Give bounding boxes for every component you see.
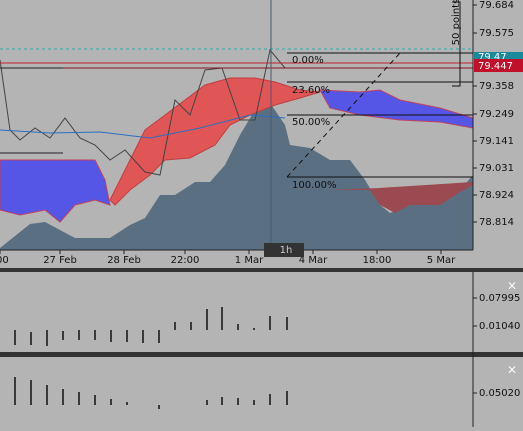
price-label: 78.924: [479, 190, 514, 201]
timeframe-box: [264, 243, 304, 257]
time-label: 00: [0, 255, 9, 266]
fib-label: 100.00%: [292, 180, 337, 191]
kijun-line: [0, 114, 286, 139]
cloud-bull: [330, 182, 473, 213]
ruler-label: 50 points: [451, 0, 462, 45]
time-label: 18:00: [363, 255, 392, 266]
fibonacci: [286, 52, 473, 178]
time-label: 5 Mar: [427, 255, 456, 266]
ruler: [452, 1, 461, 87]
price-label: 79.141: [479, 136, 514, 147]
dark-area: [0, 100, 473, 250]
price-tag-label: 79.47: [478, 52, 507, 63]
time-label: 1 Mar: [235, 255, 264, 266]
price-label: 79.575: [479, 28, 514, 39]
fib-label: 0.00%: [292, 55, 324, 66]
price-tag: [474, 52, 523, 61]
price-label: 78.814: [479, 217, 514, 228]
separator: [0, 268, 523, 272]
timeframe: 1h: [280, 245, 293, 256]
price-label: 79.684: [479, 0, 514, 11]
cloud-bear: [0, 159, 111, 223]
price-label: 79.358: [479, 81, 514, 92]
fib-label: 50.00%: [292, 117, 330, 128]
cloud-bull: [109, 77, 321, 206]
close-button[interactable]: ×: [507, 279, 517, 293]
price-tag-label: 79.447: [478, 61, 513, 72]
indicator-label: 0.05020: [479, 388, 520, 399]
close-button[interactable]: ×: [507, 363, 517, 377]
time-label: 4 Mar: [299, 255, 328, 266]
indicator-label: 0.07995: [479, 293, 520, 304]
price-tag: [474, 59, 523, 72]
histogram: [14, 307, 288, 409]
indicator-label: 0.01040: [479, 321, 520, 332]
separator: [0, 352, 523, 357]
price-line: [0, 48, 286, 176]
fib-label: 23.60%: [292, 85, 330, 96]
price-label: 79.249: [479, 109, 514, 120]
time-label: 28 Feb: [107, 255, 141, 266]
price-label: 79.031: [479, 163, 514, 174]
time-label: 22:00: [171, 255, 200, 266]
time-label: 27 Feb: [43, 255, 77, 266]
